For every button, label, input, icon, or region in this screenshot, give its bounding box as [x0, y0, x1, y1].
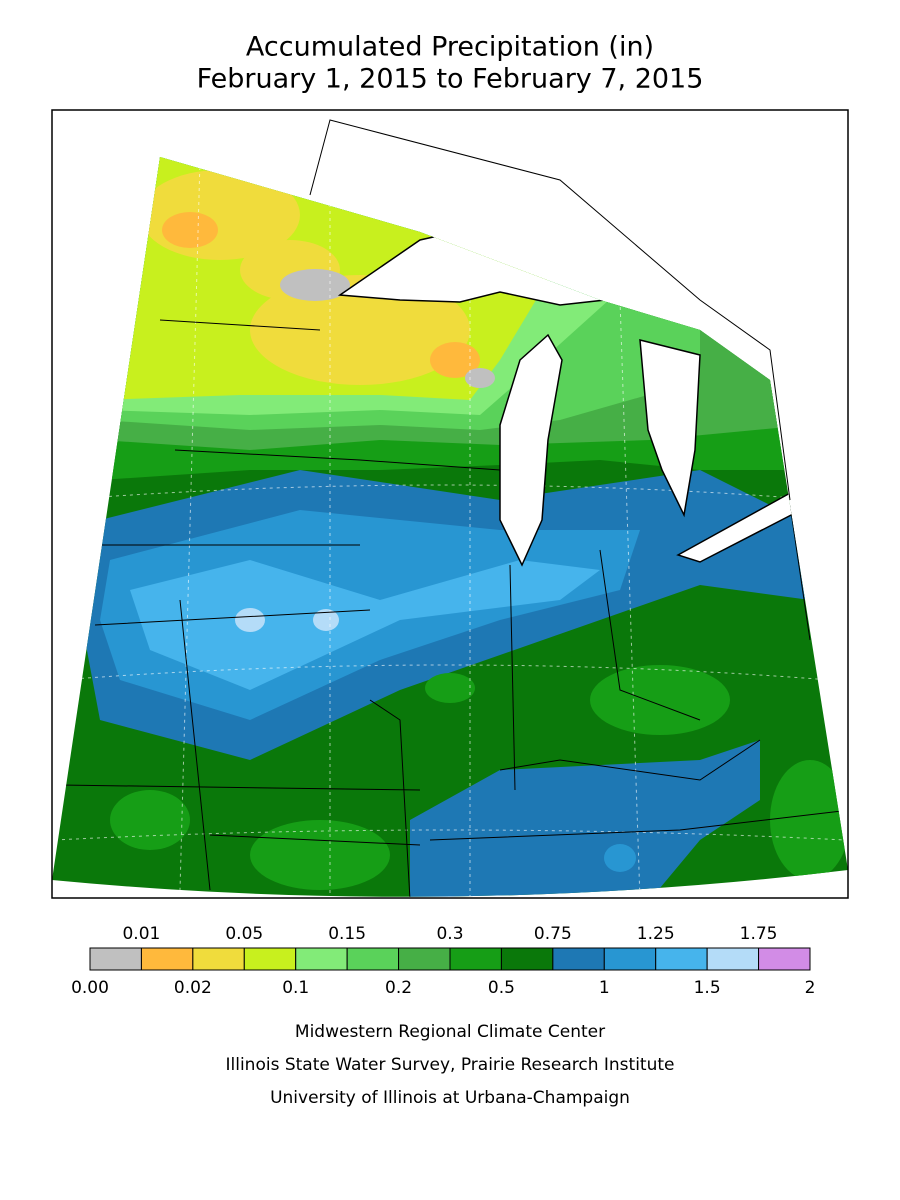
- legend-swatch: [706, 947, 760, 971]
- legend-swatch: [603, 947, 657, 971]
- legend-swatch: [192, 947, 245, 971]
- legend-label: 1: [599, 978, 610, 998]
- legend-swatch: [243, 947, 297, 971]
- legend-label: 0.05: [225, 924, 263, 944]
- legend-swatch: [346, 947, 400, 971]
- legend-swatch: [140, 947, 194, 971]
- legend-label: 1.25: [637, 924, 675, 944]
- legend-swatch: [449, 947, 502, 971]
- legend-label: 0.01: [122, 924, 160, 944]
- legend-label: 2: [805, 978, 816, 998]
- legend-swatch: [552, 947, 605, 971]
- credit-line: University of Illinois at Urbana-Champai…: [270, 1088, 630, 1108]
- legend: 0.00 0.01 0.02 0.05 0.1 0.15 0.2 0.3 0.5 0.75 1 1.2…: [71, 924, 815, 998]
- legend-label: 0.3: [436, 924, 463, 944]
- title-line: February 1, 2015 to February 7, 2015: [197, 64, 704, 95]
- legend-label: 0.00: [71, 978, 109, 998]
- legend-swatch: [89, 947, 142, 971]
- legend-label: 0.02: [174, 978, 212, 998]
- legend-swatch: [295, 947, 348, 971]
- legend-label: 1.5: [694, 978, 721, 998]
- legend-swatch: [500, 947, 554, 971]
- legend-label: 0.75: [534, 924, 572, 944]
- title-line: Accumulated Precipitation (in): [246, 32, 654, 63]
- legend-swatch: [655, 947, 708, 971]
- legend-swatch: [758, 947, 811, 971]
- legend-label: 1.75: [740, 924, 778, 944]
- map-frame: [51, 109, 849, 899]
- credit-line: Illinois State Water Survey, Prairie Res…: [226, 1055, 675, 1075]
- legend-label: 0.15: [328, 924, 366, 944]
- coastline: [309, 119, 791, 501]
- legend-label: 0.2: [385, 978, 412, 998]
- precip-map: [52, 157, 848, 897]
- credit-line: Midwestern Regional Climate Center: [295, 1022, 605, 1042]
- legend-label: 0.5: [488, 978, 515, 998]
- legend-label: 0.1: [282, 978, 309, 998]
- legend-swatch: [398, 947, 451, 971]
